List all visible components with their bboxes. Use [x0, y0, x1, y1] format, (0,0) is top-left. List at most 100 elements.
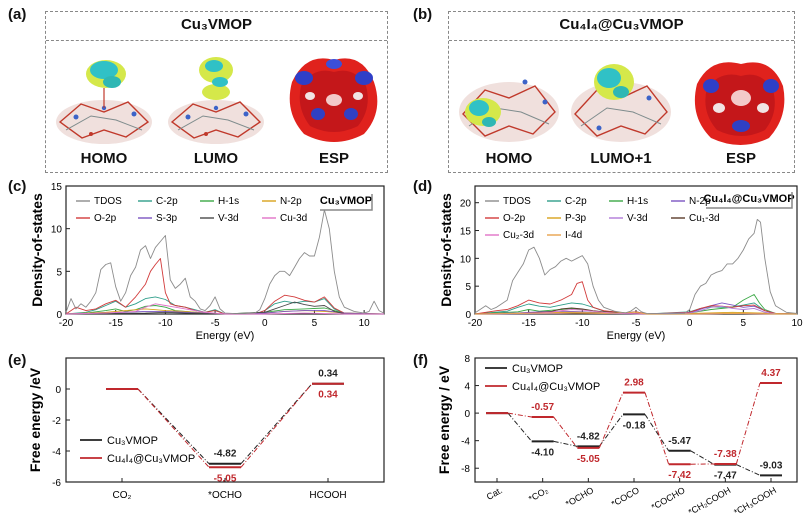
x-tick-label: *CH₃COOH	[732, 485, 778, 517]
panel-label-b: (b)	[413, 6, 433, 23]
panel-b-orbitals	[459, 62, 785, 145]
series-line-tdos	[474, 218, 798, 315]
panel-a-title: Cu₃VMOP	[180, 16, 253, 33]
dos-chart-c: -20 -15 -10 -5 0 5 10 0 5 10 15 Energy (eV) Density-…	[29, 182, 385, 342]
data-label: 4.37	[761, 368, 781, 379]
legend-entry: TDOS	[503, 196, 531, 207]
x-tick-label: HCOOH	[309, 490, 346, 501]
legend-entry: O-2p	[94, 213, 117, 224]
panel-a-lumo-label: LUMO	[193, 150, 239, 167]
y-tick-label: -4	[461, 437, 470, 448]
legend-entry: C-2p	[565, 196, 587, 207]
data-label: -7.42	[668, 470, 691, 481]
x-tick-label: 0	[687, 318, 693, 329]
legend-entry: Cu₃VMOP	[107, 435, 158, 447]
connector-line	[240, 383, 313, 468]
y-tick-label: 0	[464, 409, 470, 420]
panel-label-f: (f)	[413, 352, 428, 369]
y-tick-label: 10	[460, 254, 472, 265]
x-tick-label: -10	[158, 318, 173, 329]
connector-line	[735, 382, 761, 465]
legend-entry: V-3d	[627, 213, 648, 224]
connector-line	[507, 412, 532, 418]
x-tick-label: *OCHO	[208, 490, 242, 501]
x-tick-label: -20	[468, 318, 483, 329]
y-axis-label: Free energy /eV	[27, 367, 43, 472]
legend-entry: Cu₄I₄@Cu₃VMOP	[107, 453, 195, 465]
free-energy-chart-f: -8 -4 0 4 8 Cat. *CO₂ *OCHO *COCO *COCHO *CH₂COOH *…	[436, 354, 798, 517]
x-tick-label: 5	[312, 318, 318, 329]
legend-entry: N-2p	[280, 196, 302, 207]
y-tick-label: 15	[460, 227, 472, 238]
series-line-tdos	[65, 209, 385, 315]
dos-d-plot-area: -20 -15 -10 -5 0 5 10 0 5 10 15 20 Energy (eV) Densit…	[438, 185, 803, 342]
connector-line	[736, 464, 761, 476]
lumo-plus-one-molecule-image	[571, 64, 671, 142]
y-tick-label: 5	[465, 282, 471, 293]
connector-line	[598, 392, 624, 449]
legend-entry: V-3d	[218, 213, 239, 224]
y-tick-label: 10	[51, 225, 63, 236]
legend-entry: Cu₂-3d	[503, 230, 534, 241]
y-tick-label: 8	[464, 354, 470, 365]
legend-entry: Cu₄I₄@Cu₃VMOP	[512, 381, 600, 393]
esp-surface-image	[694, 62, 785, 145]
data-label: 0.34	[318, 390, 338, 401]
y-tick-label: -8	[461, 464, 470, 475]
legend-entry: O-2p	[503, 213, 526, 224]
data-label: -4.10	[531, 447, 554, 458]
legend-entry: S-3p	[156, 213, 178, 224]
panel-a-homo-label: HOMO	[80, 150, 128, 167]
data-label: -9.03	[760, 460, 783, 471]
x-tick-label: *COCO	[610, 485, 641, 509]
fe-f-plot-area: -8 -4 0 4 8 Cat. *CO₂ *OCHO *COCO *COCHO *CH₂COOH *…	[436, 354, 798, 517]
legend-entry: C-2p	[156, 196, 178, 207]
legend-entry: Cu-3d	[280, 213, 307, 224]
legend-entry: N-2p	[689, 196, 711, 207]
y-tick-label: 0	[465, 310, 471, 321]
data-label: -4.82	[577, 431, 600, 442]
homo-molecule-image	[459, 79, 559, 142]
data-label: -7.38	[714, 449, 737, 460]
panel-b-box: Cu₄I₄@Cu₃VMOP	[448, 11, 795, 173]
legend-entry: P-3p	[565, 213, 587, 224]
y-tick-label: 5	[56, 267, 62, 278]
x-tick-label: -15	[108, 318, 123, 329]
connector-line	[553, 416, 578, 449]
series-line-c2p	[65, 296, 384, 315]
y-axis-label: Free energy / eV	[436, 365, 452, 474]
panel-a-esp-label: ESP	[318, 150, 349, 167]
x-tick-label: Cat.	[485, 485, 504, 502]
x-axis-label: Energy (eV)	[196, 330, 255, 342]
data-label: -5.05	[214, 473, 237, 484]
data-label: -0.57	[531, 402, 554, 413]
connector-line	[598, 414, 624, 447]
panel-a-box: Cu₃VMOP	[45, 11, 388, 173]
connector-line	[137, 388, 210, 468]
dos-tag-label: Cu₄I₄@Cu₃VMOP	[703, 193, 794, 205]
data-label: -7.47	[714, 471, 737, 482]
series-line-v3d	[65, 301, 385, 315]
panel-label-d: (d)	[413, 178, 433, 195]
y-tick-label: 0	[56, 310, 62, 321]
esp-surface-image	[289, 58, 378, 142]
x-tick-label: 0	[262, 318, 268, 329]
x-tick-label: CO₂	[113, 490, 132, 501]
x-tick-label: *OCHO	[564, 485, 595, 509]
panel-a-orbitals	[56, 57, 378, 144]
x-tick-label: -15	[521, 318, 536, 329]
data-label: -0.18	[623, 420, 646, 431]
series-line-o2p	[474, 281, 798, 315]
y-axis-label: Density-of-states	[438, 193, 454, 307]
panel-b-lumo1-label: LUMO+1	[590, 150, 652, 167]
y-tick-label: 0	[55, 385, 61, 396]
x-tick-label: -20	[59, 318, 74, 329]
x-tick-label: 10	[791, 318, 803, 329]
x-tick-label: 5	[741, 318, 747, 329]
x-tick-label: -5	[211, 318, 220, 329]
legend-entry: H-1s	[218, 196, 239, 207]
data-label: 0.34	[318, 369, 338, 380]
free-energy-chart-e: -6 -4 -2 0 CO₂ *OCHO HCOOH Free energy /eV -4.82…	[27, 357, 385, 501]
y-tick-label: -4	[52, 447, 61, 458]
x-axis-label: Energy (eV)	[607, 330, 666, 342]
